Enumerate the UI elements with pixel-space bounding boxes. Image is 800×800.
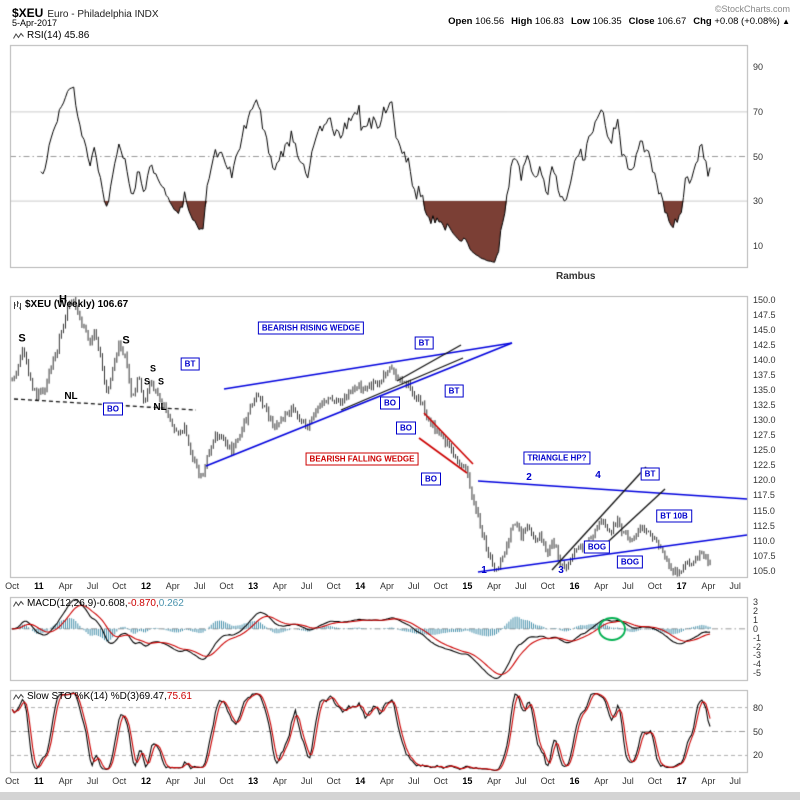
- symbol: $XEU: [12, 6, 44, 20]
- quote-line: Open 106.56 High 106.83 Low 106.35 Close 10…: [448, 16, 790, 27]
- quote-label: Open: [448, 16, 473, 27]
- quote-value: +0.08 (+0.08%): [711, 16, 780, 27]
- quote-label: High: [511, 16, 533, 27]
- footer-strip: [0, 792, 800, 800]
- symbol-name: Euro - Philadelphia INDX: [47, 9, 159, 20]
- change-up-arrow-icon: ▲: [779, 17, 790, 26]
- quote-value: 106.83: [532, 16, 564, 27]
- quote-label: Low: [570, 16, 590, 27]
- quote-label: Close: [628, 16, 655, 27]
- quote-value: 106.67: [654, 16, 687, 27]
- symbol-title-line: $XEU Euro - Philadelphia INDX: [12, 4, 159, 22]
- quote-value: 106.56: [472, 16, 505, 27]
- stockcharts-credit: ©StockCharts.com: [714, 4, 790, 14]
- quote-label: Chg: [693, 16, 712, 27]
- chart-header: $XEU Euro - Philadelphia INDX 5-Apr-2017 …: [0, 0, 800, 30]
- chart-date: 5-Apr-2017: [12, 18, 58, 28]
- quote-value: 106.35: [589, 16, 622, 27]
